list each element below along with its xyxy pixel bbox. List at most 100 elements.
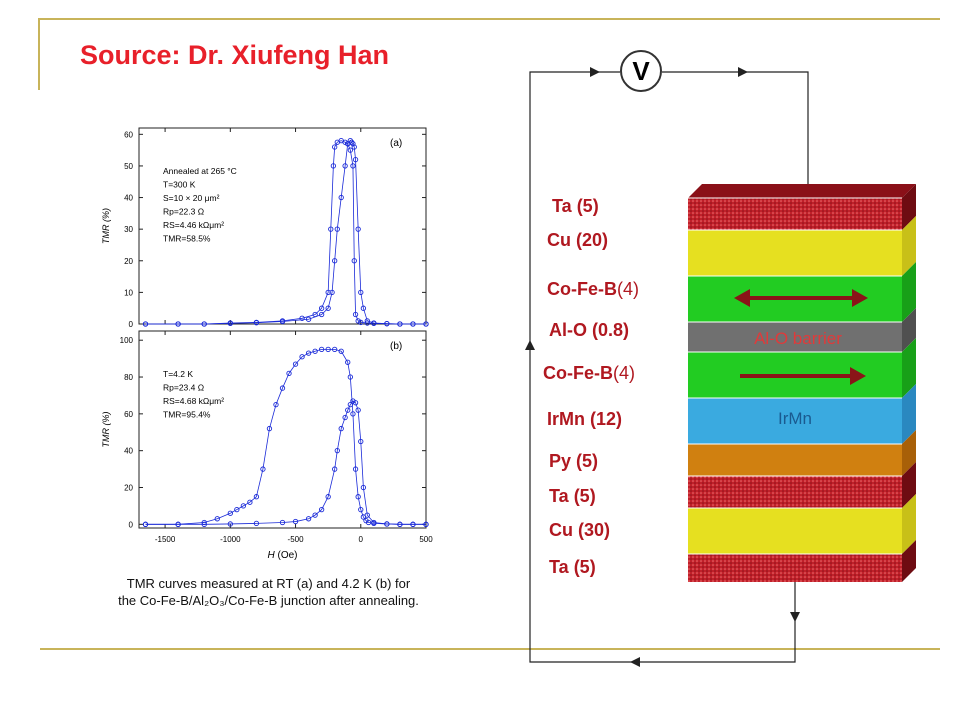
plot-annotation: Rp=22.3 Ω [163,207,204,217]
tmr-point [332,144,338,150]
tmr-point [227,320,233,327]
wire-arrow-right [738,67,748,77]
voltmeter: V [620,50,662,92]
stack-layer-7 [688,462,916,508]
wire-arrow-down [790,612,800,622]
irmn-text: IrMn [778,409,812,428]
tmr-point [423,521,429,527]
tmr-point [338,194,344,201]
tmr-point [423,321,429,327]
layer-label-irmn: IrMn (12) [547,409,623,429]
tmr-point [253,494,260,500]
tmr-point [328,226,334,232]
tmr-point [247,499,253,505]
tmr-point [365,519,372,526]
tmr-point [350,398,356,404]
y-tick-label: 0 [129,320,134,329]
layer-front-face [688,230,902,276]
tmr-point [384,521,390,527]
layer-front-face [688,444,902,476]
stack-top-face [688,184,916,198]
frame-top-line [40,18,940,20]
tmr-point [355,318,361,324]
tmr-point [299,315,305,321]
y-tick-label: 20 [124,257,133,266]
tmr-point [330,163,337,169]
stack-layer-1 [688,216,916,276]
tmr-point [384,321,390,327]
layer-front-face [688,322,902,352]
stack-layer-0 [688,184,916,230]
free-layer-arrow-left-head [734,289,750,307]
tmr-point [364,318,370,324]
y-tick-label: 60 [124,410,133,419]
tmr-point [305,350,312,356]
panel-label: (a) [390,138,402,149]
tmr-point [410,521,416,527]
layer-side-face [902,338,916,398]
tmr-point [253,520,260,527]
caption-line-1: TMR curves measured at RT (a) and 4.2 K … [126,576,411,591]
tmr-point [334,448,340,454]
y-tick-label: 0 [129,520,134,529]
plot-annotation: RS=4.68 kΩμm² [163,396,224,406]
layer-front-face [688,198,902,230]
wire-arrow-up [525,340,535,350]
tmr-point [355,494,361,500]
tmr-series-line [145,400,426,525]
y-axis-label: TMR (%) [101,412,111,448]
frame-left-line [38,18,40,90]
tmr-point [371,320,377,326]
tmr-point [201,321,207,327]
tmr-point [312,348,318,354]
tmr-point [397,321,403,327]
tmr-point [260,466,266,472]
tmr-point [292,518,299,525]
layer-side-face [902,308,916,352]
x-tick-label: -1500 [155,535,176,544]
tmr-point [355,226,361,232]
y-tick-label: 10 [124,288,133,297]
tmr-point [358,438,364,445]
y-tick-label: 50 [124,162,133,171]
tmr-point [358,506,364,513]
y-tick-label: 60 [124,130,133,139]
tmr-point [347,401,353,408]
layer-label-py: Py (5) [549,451,599,471]
layer-front-face [688,508,902,554]
tmr-point [299,354,305,360]
tmr-point [350,163,356,169]
free-layer-arrow-right-head [852,289,868,307]
tmr-point [332,258,338,264]
y-tick-label: 40 [124,447,133,456]
x-axis-label: H (Oe) [268,550,298,561]
tmr-point [175,321,181,327]
tmr-point [318,311,325,318]
x-tick-label: -500 [288,535,305,544]
x-tick-label: -1000 [220,535,241,544]
layer-label-cofeb-pinned: Co-Fe-B(4) [543,363,635,383]
tmr-point [364,512,370,518]
layer-front-face [688,398,902,444]
tmr-point [332,466,338,472]
tmr-point [214,516,220,522]
layer-side-face [902,494,916,554]
stack-layer-6 [688,430,916,476]
frame-bottom-line [40,648,940,650]
y-tick-label: 40 [124,194,133,203]
layer-side-face [902,384,916,444]
stack-layer-9 [688,540,916,582]
tmr-point [338,425,344,432]
tmr-point [286,370,292,376]
tmr-point [318,506,325,513]
layer-label-ta-mid: Ta (5) [549,486,596,506]
layer-side-face [902,262,916,322]
tmr-point [279,385,286,391]
tmr-panel-b: 0 20 40 60 80 100 (b) TMR (%) T=4.2 K Rp=23.4 Ω RS… [101,330,433,561]
layer-label-ta-top: Ta (5) [552,196,599,216]
tmr-point [342,163,348,169]
tmr-point [371,519,377,526]
stack-layer-5 [688,384,916,444]
